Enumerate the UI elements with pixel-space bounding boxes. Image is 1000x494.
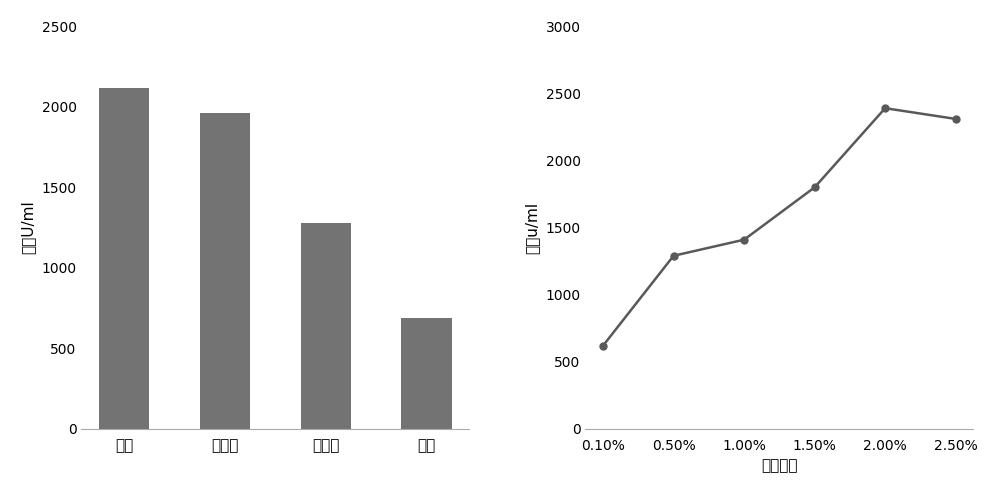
- Bar: [401, 318, 452, 429]
- Y-axis label: 酶活U/ml: 酶活U/ml: [21, 201, 36, 254]
- Bar: [99, 87, 149, 429]
- Y-axis label: 酶活u/ml: 酶活u/ml: [525, 202, 540, 254]
- Bar: [200, 113, 250, 429]
- Bar: [301, 223, 351, 429]
- X-axis label: 淡粉含量: 淡粉含量: [761, 458, 798, 473]
